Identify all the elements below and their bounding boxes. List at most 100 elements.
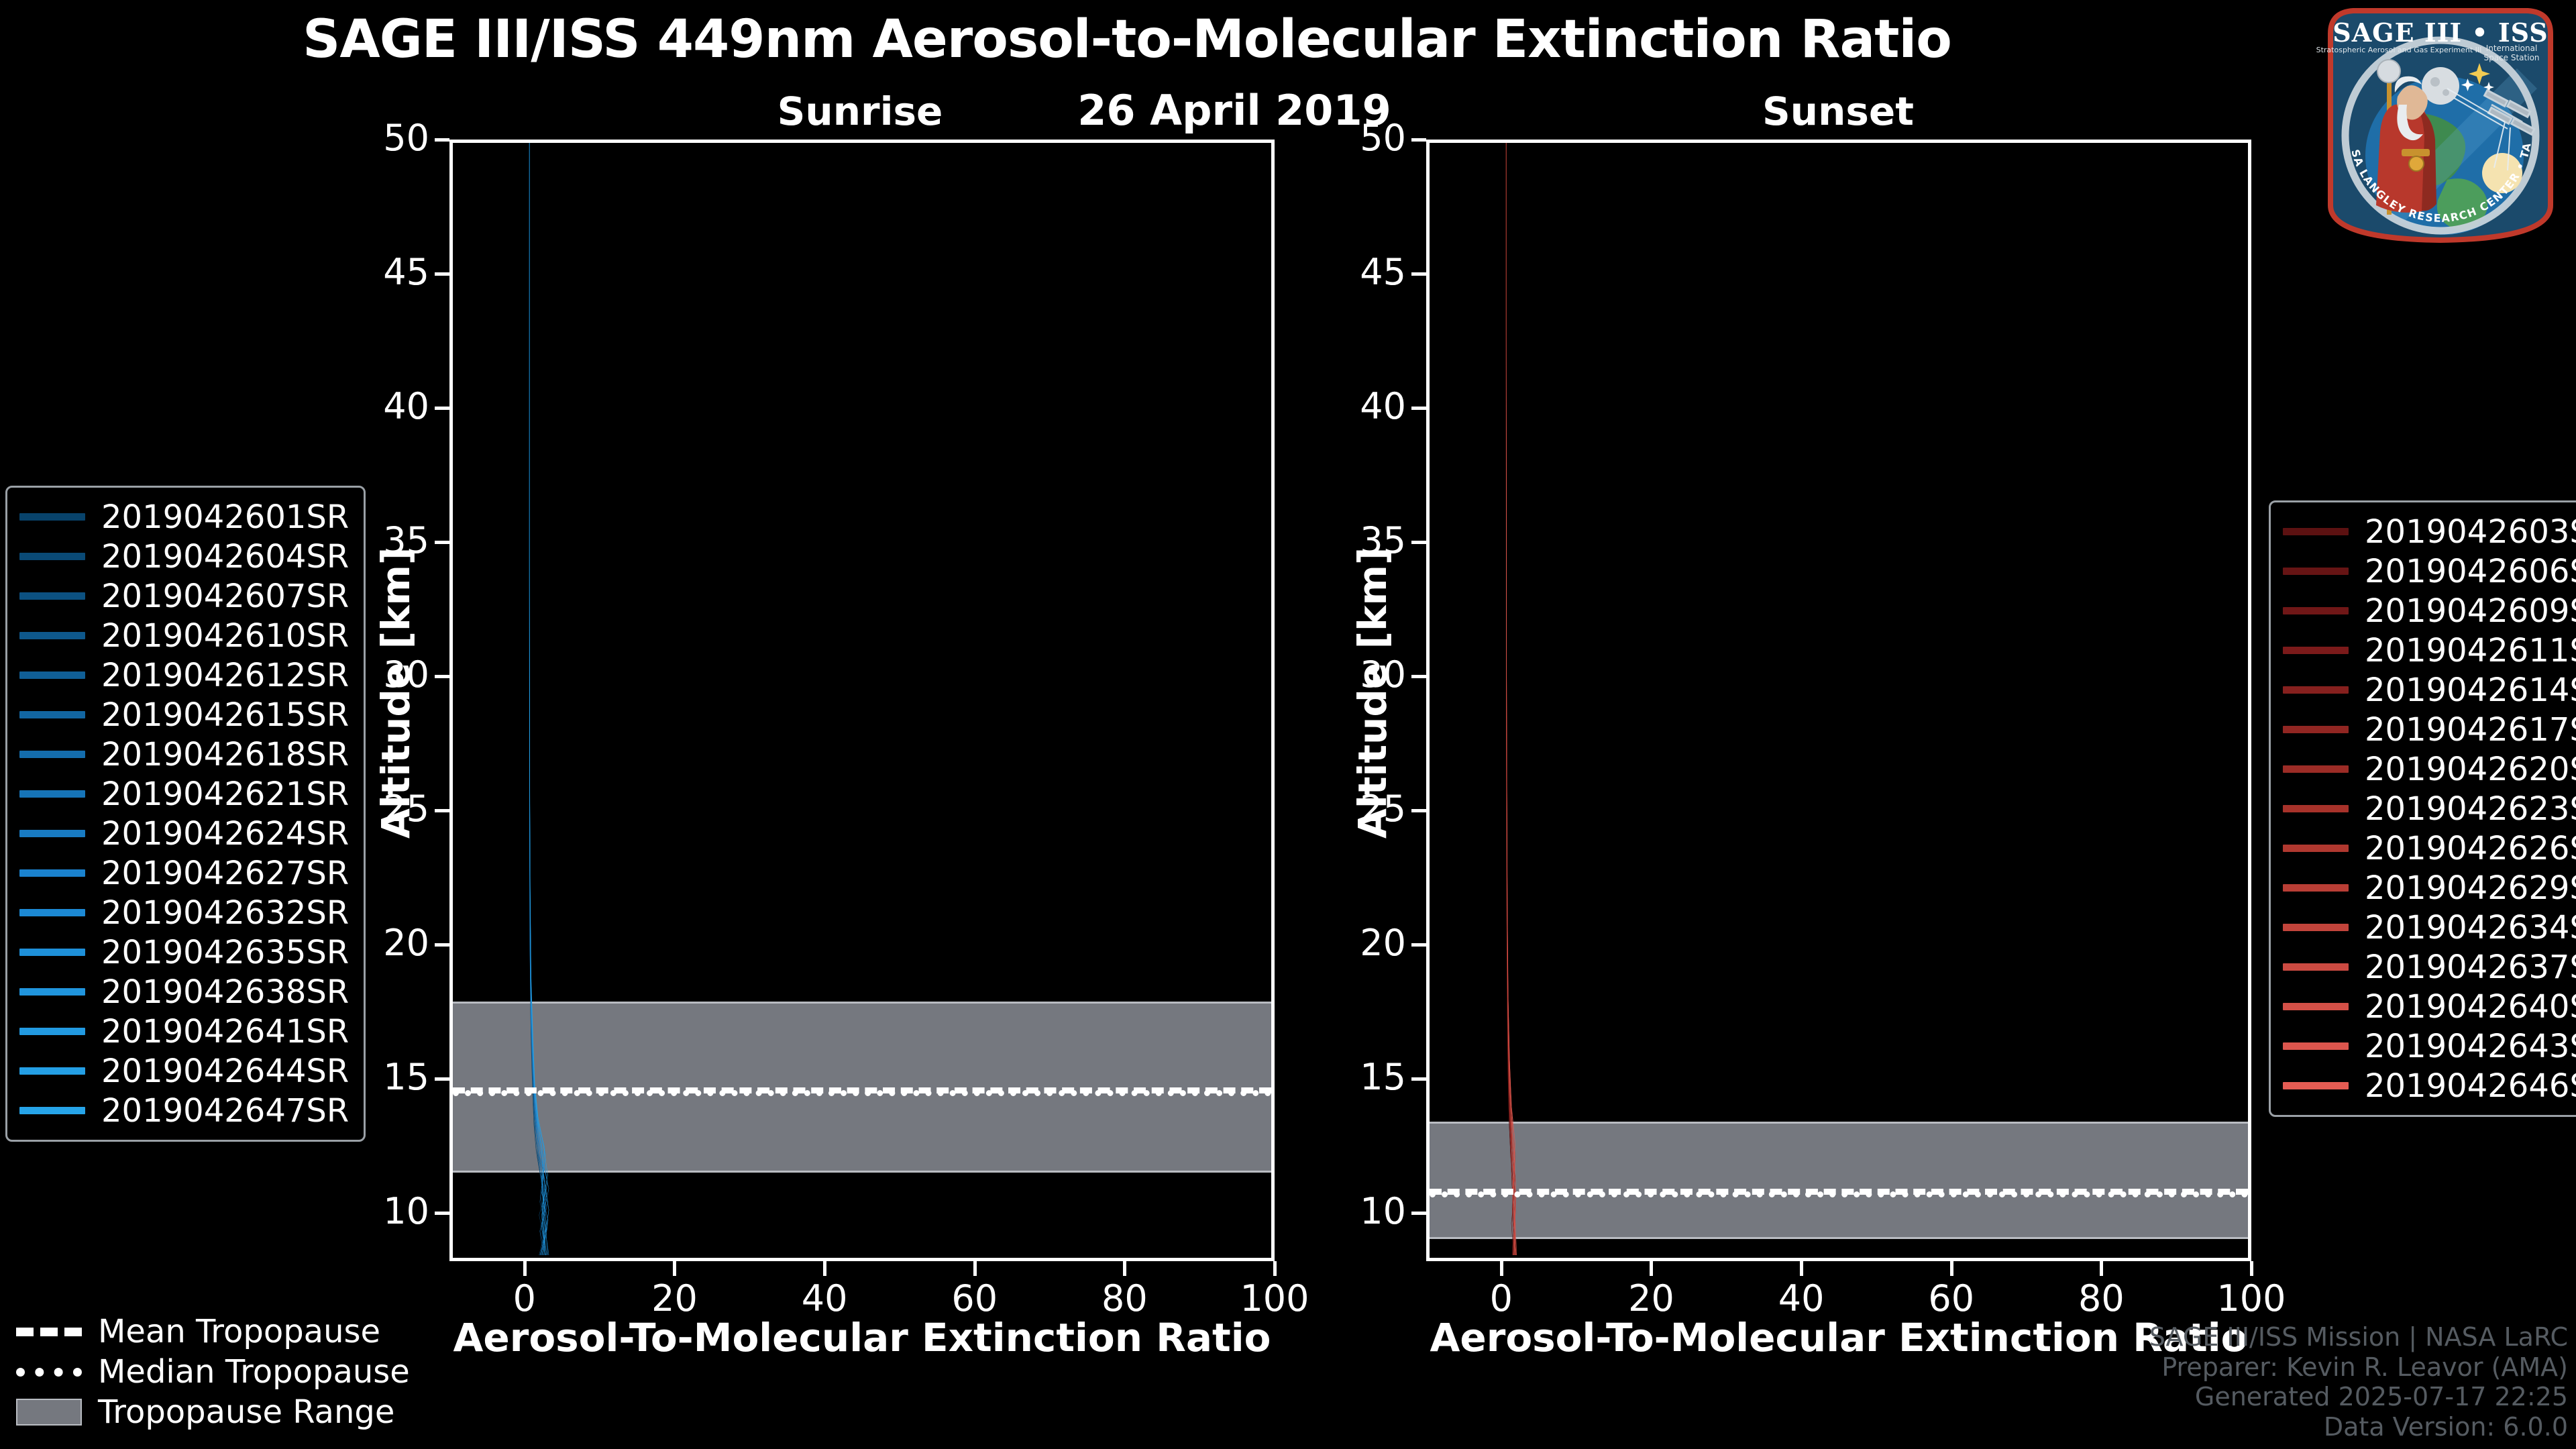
legend-item[interactable]: 2019042626SS (2283, 828, 2576, 868)
x-tick-mark (1800, 1261, 1804, 1276)
legend-color-swatch (2283, 647, 2349, 654)
legend-item[interactable]: 2019042632SR (19, 893, 349, 932)
legend-color-swatch (2283, 1082, 2349, 1089)
y-tick-mark (435, 138, 449, 142)
x-tick-mark (973, 1261, 977, 1276)
legend-item[interactable]: 2019042611SS (2283, 631, 2576, 670)
legend-item[interactable]: 2019042617SS (2283, 710, 2576, 749)
chart-subtitle-date: 26 April 2019 (1077, 86, 1391, 135)
dotted-line-icon (16, 1367, 82, 1377)
x-tick-label: 0 (1489, 1277, 1513, 1320)
logo-subtitle-left: Stratospheric Aerosol and Gas Experiment… (2316, 46, 2482, 54)
legend-label: 2019042623SS (2365, 790, 2576, 828)
legend-item[interactable]: 2019042620SS (2283, 749, 2576, 789)
legend-item[interactable]: 2019042612SR (19, 655, 349, 695)
legend-label-tropopause-range: Tropopause Range (98, 1393, 395, 1431)
legend-item[interactable]: 2019042627SR (19, 853, 349, 893)
legend-item[interactable]: 2019042606SS (2283, 551, 2576, 591)
y-tick-label: 45 (383, 251, 429, 293)
plot-area-sunset (1426, 140, 2251, 1261)
x-tick-label: 80 (2078, 1277, 2125, 1320)
legend-item[interactable]: 2019042640SS (2283, 987, 2576, 1026)
legend-item[interactable]: 2019042603SS (2283, 512, 2576, 551)
x-axis-label-sunset: Aerosol-To-Molecular Extinction Ratio (1430, 1315, 2248, 1360)
y-tick-label: 50 (1360, 117, 1406, 159)
legend-label-median-tropopause: Median Tropopause (98, 1353, 410, 1391)
legend-color-swatch (2283, 765, 2349, 773)
y-tick-label: 30 (383, 653, 429, 696)
legend-color-swatch (2283, 607, 2349, 614)
legend-item[interactable]: 2019042615SR (19, 695, 349, 735)
legend-item[interactable]: 2019042644SR (19, 1051, 349, 1091)
series-line (1506, 143, 1515, 1255)
legend-item[interactable]: 2019042637SS (2283, 947, 2576, 987)
legend-tropopause: Mean Tropopause Median Tropopause Tropop… (16, 1311, 410, 1432)
y-tick-label: 40 (1360, 385, 1406, 427)
y-tick-mark (1411, 407, 1426, 410)
mean-tropopause-line-sunset (1430, 1188, 2248, 1195)
legend-label: 2019042640SS (2365, 987, 2576, 1026)
y-tick-mark (435, 1212, 449, 1215)
legend-item[interactable]: 2019042638SR (19, 972, 349, 1012)
legend-label: 2019042626SS (2365, 829, 2576, 867)
legend-label: 2019042624SR (101, 814, 350, 853)
y-tick-mark (435, 541, 449, 544)
legend-color-swatch (19, 711, 85, 718)
legend-item[interactable]: 2019042614SS (2283, 670, 2576, 710)
y-tick-mark (1411, 541, 1426, 544)
legend-label: 2019042604SR (101, 537, 350, 576)
legend-item-tropopause-range: Tropopause Range (16, 1392, 410, 1432)
x-tick-mark (1949, 1261, 1953, 1276)
legend-item[interactable]: 2019042643SS (2283, 1026, 2576, 1066)
credits-line-generated: Generated 2025-07-17 22:25 (2194, 1382, 2568, 1412)
legend-color-swatch (2283, 568, 2349, 575)
y-tick-mark (1411, 1077, 1426, 1081)
legend-color-swatch (19, 949, 85, 956)
series-line (1506, 143, 1517, 1255)
x-tick-label: 100 (1240, 1277, 1309, 1320)
legend-item[interactable]: 2019042647SR (19, 1091, 349, 1130)
credits-line-data-version: Data Version: 6.0.0 (2323, 1412, 2568, 1442)
legend-color-swatch (19, 553, 85, 560)
legend-label: 2019042635SR (101, 933, 350, 971)
legend-item[interactable]: 2019042621SR (19, 774, 349, 814)
legend-item[interactable]: 2019042609SS (2283, 591, 2576, 631)
y-tick-mark (435, 272, 449, 276)
legend-item[interactable]: 2019042635SR (19, 932, 349, 972)
credits-block: SAGE III/ISS Mission | NASA LaRC Prepare… (2149, 1322, 2568, 1442)
legend-item[interactable]: 2019042618SR (19, 735, 349, 774)
y-tick-label: 30 (1360, 653, 1406, 696)
legend-item[interactable]: 2019042607SR (19, 576, 349, 616)
legend-sunset[interactable]: 2019042603SS2019042606SS2019042609SS2019… (2269, 500, 2576, 1117)
legend-item[interactable]: 2019042641SR (19, 1012, 349, 1051)
legend-label: 2019042612SR (101, 656, 350, 694)
y-tick-label: 25 (383, 788, 429, 830)
legend-item[interactable]: 2019042601SR (19, 497, 349, 537)
series-line (1506, 143, 1515, 1255)
legend-item[interactable]: 2019042624SR (19, 814, 349, 853)
x-tick-mark (1499, 1261, 1503, 1276)
legend-color-swatch (19, 1067, 85, 1075)
x-tick-label: 40 (801, 1277, 848, 1320)
legend-item[interactable]: 2019042604SR (19, 537, 349, 576)
legend-color-swatch (2283, 726, 2349, 733)
legend-item[interactable]: 2019042629SS (2283, 868, 2576, 908)
legend-label: 2019042644SR (101, 1052, 350, 1090)
legend-color-swatch (2283, 1003, 2349, 1010)
legend-color-swatch (2283, 805, 2349, 812)
legend-sunrise[interactable]: 2019042601SR 2019042604SR 2019042607SR 2019… (5, 486, 366, 1142)
legend-item[interactable]: 2019042623SS (2283, 789, 2576, 828)
legend-label: 2019042614SS (2365, 671, 2576, 709)
filled-rectangle-icon (16, 1399, 82, 1426)
y-tick-label: 40 (383, 385, 429, 427)
legend-label: 2019042618SR (101, 735, 350, 773)
legend-color-swatch (19, 790, 85, 798)
legend-item[interactable]: 2019042646SS (2283, 1066, 2576, 1106)
y-tick-label: 35 (383, 519, 429, 561)
y-tick-mark (1411, 809, 1426, 812)
legend-label: 2019042629SS (2365, 869, 2576, 907)
legend-item[interactable]: 2019042634SS (2283, 908, 2576, 947)
legend-item[interactable]: 2019042610SR (19, 616, 349, 655)
legend-label: 2019042638SR (101, 973, 350, 1011)
legend-label: 2019042637SS (2365, 948, 2576, 986)
